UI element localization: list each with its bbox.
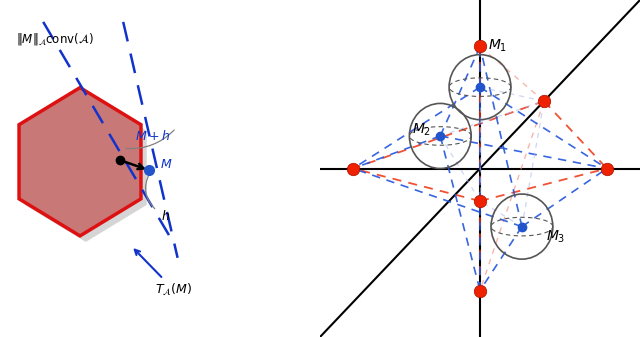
Text: $\|M\|_\mathcal{A}\mathrm{conv}(\mathcal{A})$: $\|M\|_\mathcal{A}\mathrm{conv}(\mathcal…	[16, 31, 93, 47]
Text: $M+h$: $M+h$	[136, 129, 171, 143]
Text: $M_3$: $M_3$	[546, 228, 566, 245]
Text: $h$: $h$	[161, 209, 170, 223]
Polygon shape	[25, 94, 147, 242]
Text: $M$: $M$	[160, 158, 172, 172]
Text: $M_2$: $M_2$	[412, 122, 431, 138]
Text: $T_\mathcal{A}(M)$: $T_\mathcal{A}(M)$	[135, 250, 192, 298]
Text: $M_1$: $M_1$	[488, 38, 507, 54]
Polygon shape	[19, 88, 141, 236]
